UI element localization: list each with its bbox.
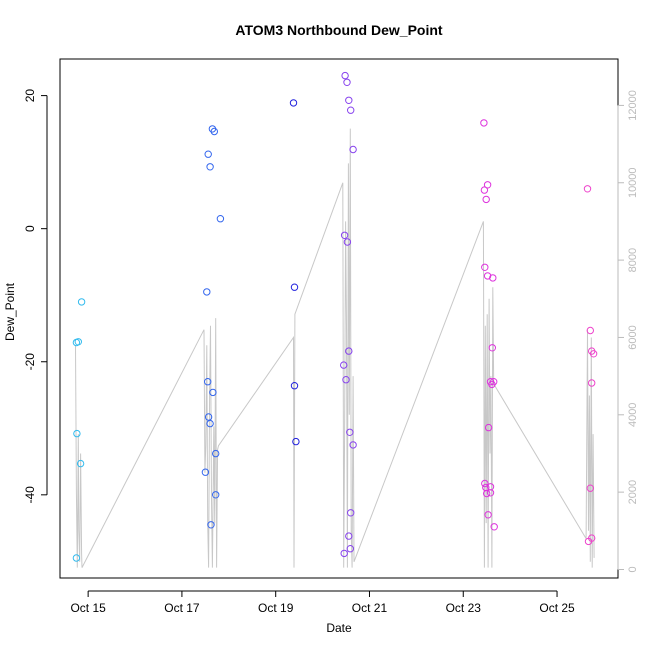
- data-point: [486, 483, 495, 491]
- data-point: [483, 489, 491, 498]
- data-point: [290, 382, 299, 390]
- data-point: [203, 288, 211, 296]
- data-point: [346, 545, 354, 553]
- data-point: [347, 106, 355, 114]
- right-tick-label: 10000: [627, 167, 639, 198]
- data-point: [483, 272, 492, 280]
- y-tick-label: 0: [23, 225, 37, 232]
- data-point: [349, 441, 357, 449]
- data-point: [289, 99, 298, 107]
- data-point: [73, 429, 81, 438]
- data-point: [212, 491, 220, 499]
- data-point: [74, 338, 83, 346]
- data-point: [212, 449, 220, 458]
- data-point: [482, 195, 490, 204]
- data-point: [292, 437, 300, 446]
- data-point: [343, 78, 351, 87]
- x-tick-label: Oct 25: [539, 601, 575, 615]
- data-point: [480, 119, 488, 127]
- data-point: [586, 326, 594, 335]
- data-point: [488, 344, 496, 352]
- axes-group: Oct 15 Oct 17 Oct 19 Oct 21 Oct 23 Oct 25 -40 -…: [23, 89, 639, 615]
- data-point: [72, 554, 81, 562]
- y-tick-label: 20: [23, 89, 37, 103]
- data-point: [340, 549, 348, 558]
- data-point: [204, 378, 212, 386]
- data-point: [490, 523, 498, 531]
- data-point: [343, 238, 352, 246]
- data-point: [588, 534, 596, 542]
- data-point: [201, 468, 210, 476]
- x-tick-label: Oct 19: [258, 601, 294, 615]
- data-point: [77, 298, 86, 306]
- x-tick-label: Oct 17: [164, 601, 200, 615]
- right-tick-label: 2000: [627, 480, 639, 504]
- data-point: [345, 347, 353, 355]
- data-point: [210, 127, 219, 136]
- secondary-trace-group: [75, 128, 595, 568]
- data-point: [480, 186, 489, 194]
- data-point: [345, 532, 353, 540]
- data-point: [346, 428, 354, 436]
- x-tick-label: Oct 15: [70, 601, 106, 615]
- data-point: [206, 163, 214, 171]
- data-point: [290, 283, 299, 291]
- data-point: [347, 509, 355, 517]
- data-point: [207, 521, 215, 529]
- y-tick-label: -20: [23, 353, 37, 371]
- y-axis-label: Dew_Point: [3, 282, 17, 341]
- data-point: [206, 419, 214, 428]
- data-point: [484, 423, 493, 432]
- data-point: [589, 350, 598, 358]
- data-point: [483, 181, 492, 189]
- data-point: [481, 479, 489, 488]
- x-tick-label: Oct 23: [446, 601, 482, 615]
- data-point: [484, 511, 492, 519]
- data-point: [588, 379, 596, 387]
- right-tick-label: 12000: [627, 90, 639, 121]
- data-point: [342, 376, 350, 384]
- data-point: [583, 185, 592, 193]
- data-point: [340, 231, 349, 240]
- secondary-trace-line: [75, 128, 595, 568]
- data-point: [340, 361, 348, 369]
- right-tick-label: 6000: [627, 325, 639, 349]
- data-point: [345, 96, 353, 105]
- data-point: [481, 263, 489, 271]
- data-point: [586, 484, 594, 492]
- y-tick-label: -40: [23, 486, 37, 504]
- chart-title: ATOM3 Northbound Dew_Point: [235, 22, 442, 38]
- data-point: [204, 150, 212, 158]
- data-point: [76, 459, 85, 468]
- right-tick-label: 8000: [627, 248, 639, 272]
- dew-point-points-group: [72, 71, 598, 562]
- data-point: [349, 145, 357, 154]
- right-tick-label: 0: [627, 566, 639, 572]
- data-point: [489, 274, 497, 282]
- x-axis-label: Date: [326, 621, 352, 635]
- right-tick-label: 4000: [627, 403, 639, 427]
- data-point: [341, 71, 349, 80]
- data-point: [209, 388, 217, 397]
- data-point: [488, 380, 496, 389]
- data-point: [216, 215, 225, 223]
- plot-area: [59, 58, 619, 579]
- x-tick-label: Oct 21: [352, 601, 388, 615]
- data-point: [204, 413, 213, 421]
